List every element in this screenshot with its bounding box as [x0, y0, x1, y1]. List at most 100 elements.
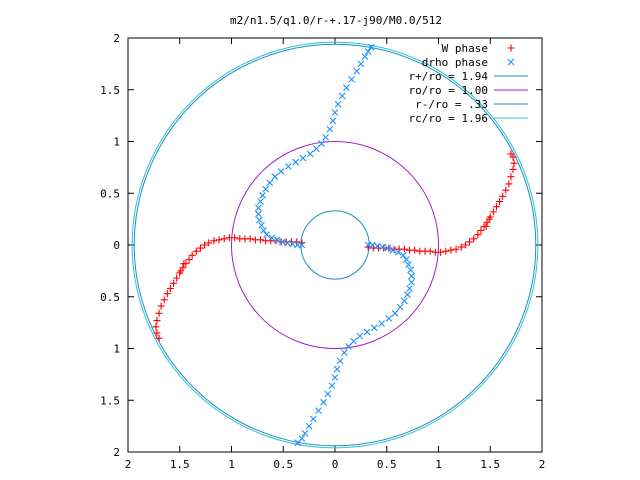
point-w-phase — [507, 44, 515, 52]
series-w-phase — [152, 150, 518, 342]
x-tick-label: 0.5 — [377, 458, 397, 471]
point-drho-phase — [277, 168, 285, 175]
point-drho-phase — [404, 291, 411, 299]
point-drho-phase — [340, 349, 348, 357]
point-drho-phase — [338, 92, 346, 100]
point-drho-phase — [255, 204, 262, 212]
point-drho-phase — [259, 191, 266, 199]
point-drho-phase — [399, 251, 407, 259]
point-w-phase — [411, 246, 419, 254]
point-w-phase — [170, 279, 178, 287]
point-w-phase — [505, 180, 513, 188]
point-w-phase — [196, 244, 204, 252]
point-drho-phase — [361, 53, 369, 61]
point-drho-phase — [329, 117, 337, 125]
point-drho-phase — [258, 221, 265, 229]
point-drho-phase — [292, 158, 300, 166]
legend-label-ro: ro/ro = 1.00 — [409, 84, 488, 97]
point-drho-phase — [268, 234, 276, 242]
y-tick-label: 0 — [113, 239, 120, 252]
point-drho-phase — [266, 179, 274, 187]
y-axis: 2 1.5 1 0.5 0 0.5 1 1.5 2 — [100, 32, 542, 459]
point-w-phase — [502, 186, 510, 194]
point-drho-phase — [289, 240, 296, 248]
x-tick-label: 1.5 — [170, 458, 190, 471]
point-drho-phase — [309, 415, 317, 423]
point-w-phase — [210, 237, 218, 245]
point-w-phase — [470, 235, 478, 243]
point-w-phase — [185, 255, 193, 263]
point-w-phase — [205, 239, 213, 247]
point-w-phase — [492, 203, 500, 211]
point-w-phase — [442, 247, 450, 255]
point-drho-phase — [350, 337, 358, 345]
point-drho-phase — [333, 365, 341, 373]
point-drho-phase — [363, 328, 371, 336]
x-tick-label: 0 — [332, 458, 339, 471]
point-w-phase — [400, 245, 408, 253]
point-w-phase — [153, 329, 161, 337]
point-w-phase — [507, 173, 515, 181]
legend-symbol-drho-phase — [507, 58, 515, 66]
point-drho-phase — [389, 246, 397, 254]
point-w-phase — [215, 236, 223, 244]
circle-r-minus — [300, 210, 370, 280]
point-drho-phase — [378, 320, 385, 328]
point-drho-phase — [273, 236, 281, 244]
point-drho-phase — [385, 315, 393, 322]
point-w-phase — [155, 334, 163, 342]
point-drho-phase — [294, 439, 302, 447]
point-w-phase — [447, 246, 455, 254]
point-drho-phase — [328, 382, 336, 390]
point-drho-phase — [271, 173, 279, 181]
point-drho-phase — [315, 407, 322, 414]
point-drho-phase — [370, 324, 378, 332]
point-drho-phase — [256, 216, 263, 224]
point-w-phase — [225, 234, 233, 242]
y-tick-label: 1 — [113, 343, 120, 356]
legend-symbol-w-phase — [507, 44, 515, 52]
point-drho-phase — [257, 198, 264, 205]
point-drho-phase — [299, 154, 307, 162]
point-drho-phase — [294, 241, 302, 249]
circle-ro — [231, 141, 439, 349]
point-w-phase — [474, 231, 482, 239]
legend-entry-ro: ro/ro = 1.00 — [409, 84, 528, 97]
point-drho-phase — [301, 429, 309, 437]
y-tick-label: 2 — [113, 446, 120, 459]
point-w-phase — [160, 296, 168, 304]
point-drho-phase — [334, 100, 342, 108]
y-tick-label: 2 — [113, 32, 120, 45]
point-w-phase — [477, 227, 485, 235]
point-w-phase — [192, 247, 200, 255]
legend-entry-r-plus: r+/ro = 1.94 — [409, 70, 528, 83]
point-drho-phase — [368, 241, 376, 249]
point-w-phase — [482, 222, 490, 230]
legend-label-rc: rc/ro = 1.96 — [409, 112, 488, 125]
y-tick-label: 1 — [113, 136, 120, 149]
point-w-phase — [177, 267, 185, 275]
point-w-phase — [496, 198, 504, 206]
x-tick-label: 1.5 — [480, 458, 500, 471]
y-tick-label: 1.5 — [100, 394, 120, 407]
point-w-phase — [163, 290, 171, 298]
point-drho-phase — [318, 140, 325, 147]
legend-entry-drho-phase: drho phase — [422, 56, 515, 69]
point-drho-phase — [400, 297, 408, 305]
point-w-phase — [152, 323, 160, 331]
circle-r-plus — [133, 43, 537, 447]
point-w-phase — [220, 235, 228, 243]
point-drho-phase — [285, 162, 292, 170]
point-w-phase — [262, 237, 270, 245]
series-drho-phase — [255, 43, 415, 447]
point-drho-phase — [364, 48, 372, 55]
point-drho-phase — [507, 58, 515, 66]
point-drho-phase — [322, 133, 330, 141]
point-drho-phase — [394, 248, 402, 256]
point-w-phase — [489, 208, 497, 216]
point-w-phase — [166, 284, 174, 292]
point-drho-phase — [312, 145, 320, 153]
point-drho-phase — [357, 60, 365, 68]
point-w-phase — [461, 241, 469, 249]
